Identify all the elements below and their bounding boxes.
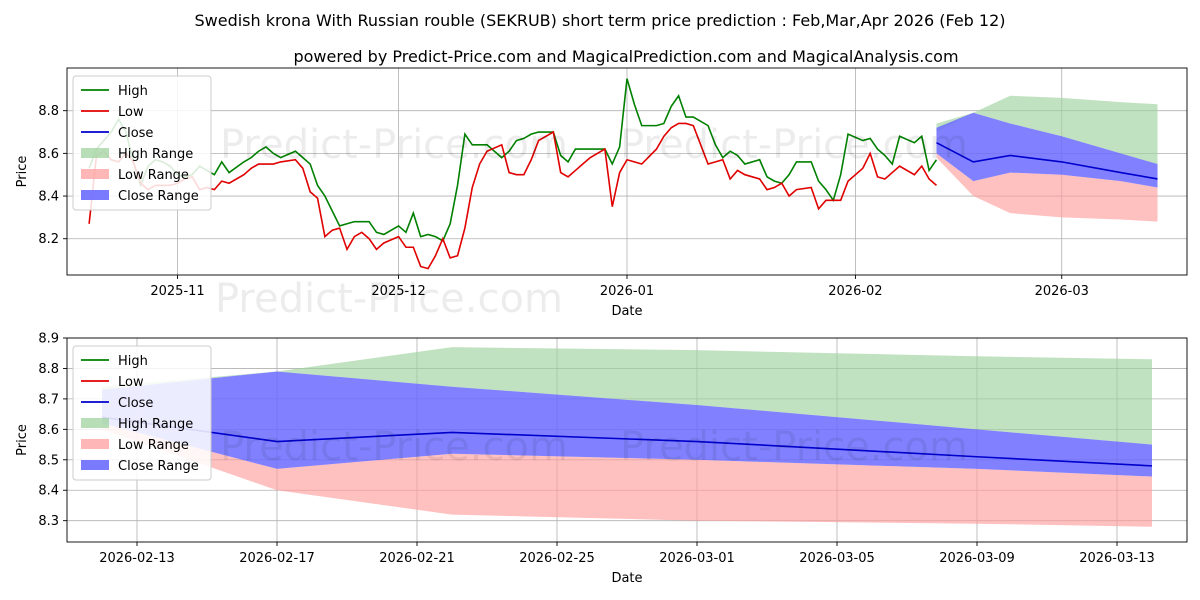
y-tick-label: 8.7 — [38, 392, 59, 407]
x-tick-label: 2026-02-17 — [239, 551, 315, 566]
y-tick-label: 8.9 — [38, 332, 59, 347]
legend-swatch-patch — [81, 148, 109, 158]
y-axis-label: Price — [15, 156, 30, 188]
legend-label: Low — [118, 375, 144, 390]
y-tick-label: 8.6 — [38, 147, 59, 162]
high-range-band — [102, 347, 1152, 445]
legend-label: High — [118, 354, 148, 369]
x-tick-label: 2026-02-25 — [519, 551, 595, 566]
legend-label: Low Range — [118, 168, 189, 183]
low-range-band — [936, 153, 1158, 222]
data-layer — [101, 347, 1153, 527]
y-tick-label: 8.5 — [38, 453, 59, 468]
legend-label: Low Range — [118, 438, 189, 453]
x-tick-label: 2026-03-01 — [659, 551, 735, 566]
x-tick-label: 2026-02-13 — [99, 551, 175, 566]
y-tick-label: 8.4 — [38, 190, 59, 205]
x-tick-label: 2026-01 — [600, 284, 654, 299]
chart-title: Swedish krona With Russian rouble (SEKRU… — [194, 11, 1005, 30]
x-tick-label: 2025-12 — [371, 284, 425, 299]
watermark-text: Predict-Price.com — [220, 122, 568, 168]
legend-swatch-patch — [81, 460, 109, 470]
legend-label: Close Range — [118, 459, 199, 474]
legend-label: Low — [118, 105, 144, 120]
legend-swatch-patch — [81, 169, 109, 179]
legend-label: Close — [118, 396, 153, 411]
y-axis-label: Price — [15, 424, 30, 456]
upper-panel: 2025-11 2025-12 2026-01 2026-02 2026-03 8.2 8.… — [15, 67, 1188, 322]
y-tick-label: 8.3 — [38, 514, 59, 529]
close-forecast-line — [936, 141, 1158, 180]
y-tick-label: 8.4 — [38, 484, 59, 499]
high-series-line — [88, 78, 938, 243]
x-tick-label: 2026-03-13 — [1079, 551, 1155, 566]
x-axis-label: Date — [611, 304, 642, 319]
close-forecast-line — [101, 416, 1153, 467]
watermark-text: Predict-Price.com — [215, 276, 563, 322]
legend-label: Close — [118, 126, 153, 141]
plot-frame — [66, 337, 1188, 543]
y-tick-label: 8.2 — [38, 232, 59, 247]
y-tick-label: 8.8 — [38, 104, 59, 119]
legend-label: Close Range — [118, 189, 199, 204]
x-tick-label: 2026-03-05 — [799, 551, 875, 566]
legend-label: High Range — [118, 417, 193, 432]
legend-label: High — [118, 84, 148, 99]
lower-panel: 2026-02-13 2026-02-17 2026-02-21 2026-02-25… — [15, 332, 1188, 586]
x-tick-label: 2026-03-09 — [939, 551, 1015, 566]
close-range-band — [102, 371, 1152, 477]
x-axis-label: Date — [611, 571, 642, 586]
data-layer — [88, 78, 1158, 270]
y-tick-label: 8.8 — [38, 362, 59, 377]
chart-subtitle: powered by Predict-Price.com and Magical… — [293, 47, 958, 66]
legend-label: High Range — [118, 147, 193, 162]
low-series-line — [88, 122, 937, 270]
x-tick-label: 2025-11 — [150, 284, 204, 299]
legend-swatch-patch — [81, 418, 109, 428]
x-tick-label: 2026-02 — [828, 284, 882, 299]
plot-frame — [66, 67, 1188, 276]
x-tick-label: 2026-03 — [1035, 284, 1089, 299]
watermark-text: Predict-Price.com — [620, 122, 968, 168]
watermark-text: Predict-Price.com — [220, 424, 568, 470]
low-range-band — [102, 423, 1152, 527]
x-tick-label: 2026-02-21 — [379, 551, 455, 566]
high-range-band — [936, 95, 1158, 165]
legend-swatch-patch — [81, 439, 109, 449]
watermark-text: Predict-Price.com — [620, 424, 968, 470]
y-tick-label: 8.6 — [38, 423, 59, 438]
legend-swatch-patch — [81, 190, 109, 200]
